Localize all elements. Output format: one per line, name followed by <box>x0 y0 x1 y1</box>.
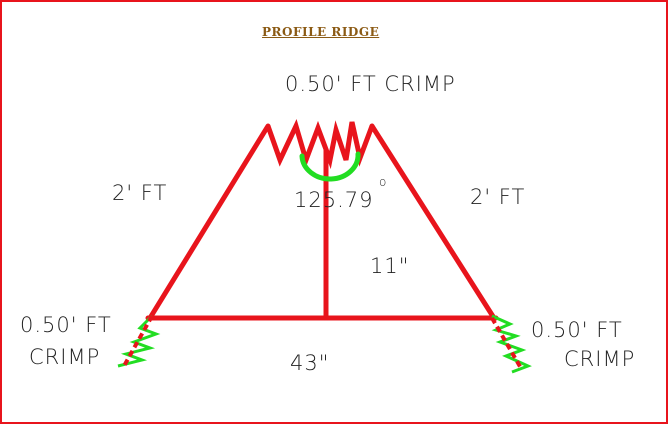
left-crimp-label-line2: CRIMP <box>29 345 101 369</box>
right-slope-line <box>369 123 497 321</box>
height-label: 11" <box>370 254 410 278</box>
angle-arc <box>299 151 361 182</box>
right-side-length-label: 2' FT <box>470 185 526 209</box>
top-crimp-zigzag <box>265 118 375 170</box>
right-crimp-zigzag <box>490 314 532 374</box>
base-length-label: 43" <box>290 351 330 375</box>
left-crimp-zigzag <box>117 314 161 368</box>
left-side-length-label: 2' FT <box>112 181 168 205</box>
angle-degree-mark: o <box>379 175 388 189</box>
right-crimp-label-line1: 0.50' FT <box>531 318 623 342</box>
right-crimp-label-line2: CRIMP <box>564 347 636 371</box>
left-slope-line <box>147 123 271 321</box>
diagram-title: PROFILE RIDGE <box>262 25 380 39</box>
left-crimp-label-line1: 0.50' FT <box>20 313 112 337</box>
top-crimp-label: 0.50' FT CRIMP <box>285 72 456 96</box>
angle-value-label: 125.79 <box>294 188 374 212</box>
